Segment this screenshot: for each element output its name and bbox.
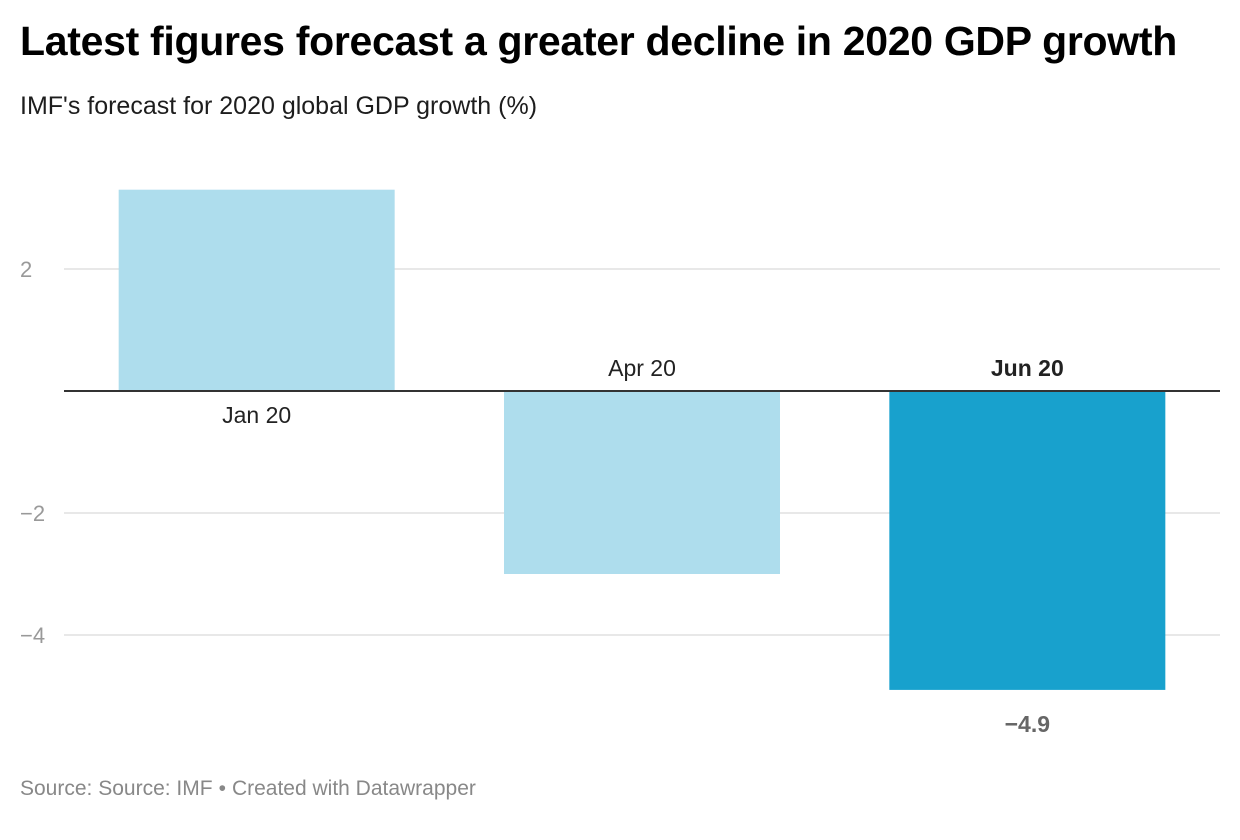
category-label: Apr 20: [608, 355, 676, 381]
y-tick-label: −2: [20, 501, 45, 526]
category-label: Jan 20: [222, 402, 291, 428]
y-tick-label: −4: [20, 623, 45, 648]
footer-separator: •: [218, 777, 226, 800]
footer: Source: Source: IMF • Created with Datawra…: [20, 777, 476, 801]
credit-note: Created with Datawrapper: [231, 777, 476, 800]
chart-title: Latest figures forecast a greater declin…: [20, 18, 1177, 64]
chart-subtitle: IMF's forecast for 2020 global GDP growt…: [20, 92, 538, 120]
bar: [118, 189, 395, 391]
bar: [504, 391, 780, 574]
bar-chart: 2 −2 −4 Jan 20 Apr 20 Jun 20 −4.9: [20, 189, 1220, 737]
bar: [889, 391, 1166, 690]
value-label: −4.9: [1005, 711, 1050, 737]
category-label: Jun 20: [991, 355, 1064, 381]
source-note: Source: Source: IMF: [20, 777, 213, 800]
y-tick-label: 2: [20, 257, 32, 282]
